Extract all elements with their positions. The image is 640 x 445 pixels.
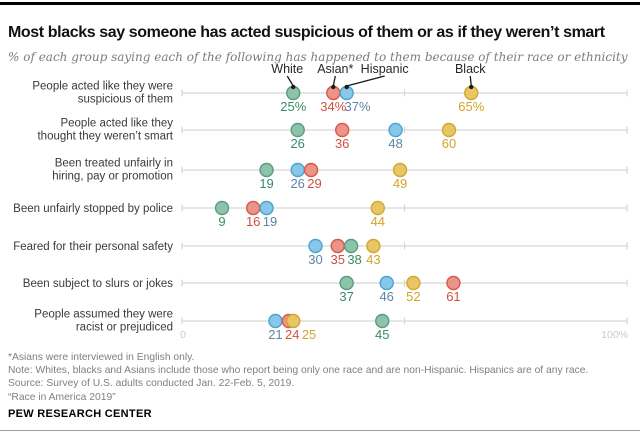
legend-label-black: Black [455,62,486,76]
value-label-white: 19 [259,176,273,191]
dot-asian [330,238,345,254]
value-label-hispanic: 26 [290,176,304,191]
value-label-asian: 24 [285,327,299,342]
dot-asian [245,200,261,216]
value-label-asian: 36 [335,136,349,151]
dot-hispanic [268,313,283,329]
dot-hispanic [259,200,274,216]
row-label: suspicious of them [78,94,173,106]
row-label: Been unfairly stopped by police [13,203,173,215]
footnote-asterisk: *Asians were interviewed in English only… [8,352,195,363]
dot-white [290,122,305,138]
value-label-black: 44 [371,214,385,229]
footer-notes: *Asians were interviewed in English only… [8,351,636,404]
legend-connector-hispanic [346,75,385,87]
legend-label-hispanic: Hispanic [361,62,409,76]
dot-black [406,275,421,291]
value-label-white: 26 [290,136,304,151]
top-divider [0,2,640,5]
legend-pin-asian [331,84,336,90]
footnote-note: Note: Whites, blacks and Asians include … [8,365,589,377]
value-label-black: 60 [442,136,456,151]
legend-label-asian: Asian* [317,62,353,76]
row-label: hiring, pay or promotion [52,171,173,183]
row-label: People assumed they were [34,309,173,321]
footnote-source: Source: Survey of U.S. adults conducted … [8,378,295,390]
value-label-white: 38 [347,252,361,267]
value-label-hispanic: 30 [308,252,322,267]
dot-black [286,313,301,329]
bottom-divider [0,430,640,431]
row-label: Feared for their personal safety [13,241,173,253]
dot-hispanic [388,122,403,138]
value-label-black: 52 [406,289,420,304]
dot-black [366,238,381,254]
x-axis-max-label: 100% [601,329,628,341]
value-label-white: 9 [218,214,225,229]
dot-black [392,162,408,178]
value-label-asian: 16 [246,214,260,229]
dot-white [375,313,390,329]
dot-asian [446,275,461,291]
value-label-black: 43 [366,252,380,267]
legend-pin-white [291,84,296,90]
row-label: Been treated unfairly in [55,158,173,170]
dot-white [259,162,274,178]
dot-black [370,200,385,216]
legend-connector-asian [332,75,336,87]
value-label-black: 25 [302,327,316,342]
legend-label-white: White [271,62,303,76]
dot-white [343,238,359,254]
value-label-black: 65% [458,99,484,114]
value-label-hispanic: 19 [263,214,277,229]
row-label: thought they weren’t smart [37,131,173,143]
dot-white [214,200,230,216]
value-label-black: 49 [393,176,407,191]
value-label-hispanic: 46 [379,289,393,304]
row-label: racist or prejudiced [76,322,173,334]
value-label-white: 37 [339,289,353,304]
value-label-asian: 35 [331,252,345,267]
row-label: People acted like they were [32,81,173,93]
value-label-asian: 34% [320,99,346,114]
footnote-report-title: “Race in America 2019” [8,391,116,403]
dot-hispanic [290,162,305,178]
dot-hispanic [308,238,323,254]
value-label-white: 25% [280,99,306,114]
row-label: People acted like they [60,118,173,130]
value-label-white: 45 [375,327,389,342]
brand-wordmark: PEW RESEARCH CENTER [8,408,152,420]
page-title: Most blacks say someone has acted suspic… [8,23,605,41]
value-label-hispanic: 37% [344,99,370,114]
dot-asian [303,162,319,178]
dot-white [339,275,354,291]
row-label: Been subject to slurs or jokes [23,278,173,290]
dot-hispanic [379,275,394,291]
legend-connector-white [286,75,294,87]
value-label-asian: 29 [307,176,321,191]
dot-black [441,122,457,138]
legend-pin-hispanic [344,84,349,90]
legend-pin-black [469,84,474,90]
x-axis-min-label: 0 [180,329,186,341]
legend-connector-black [469,75,472,87]
value-label-hispanic: 48 [388,136,402,151]
dot-asian [335,122,350,138]
value-label-hispanic: 21 [268,327,282,342]
chart-subtitle: % of each group saying each of the follo… [8,50,628,64]
value-label-asian: 61 [446,289,460,304]
